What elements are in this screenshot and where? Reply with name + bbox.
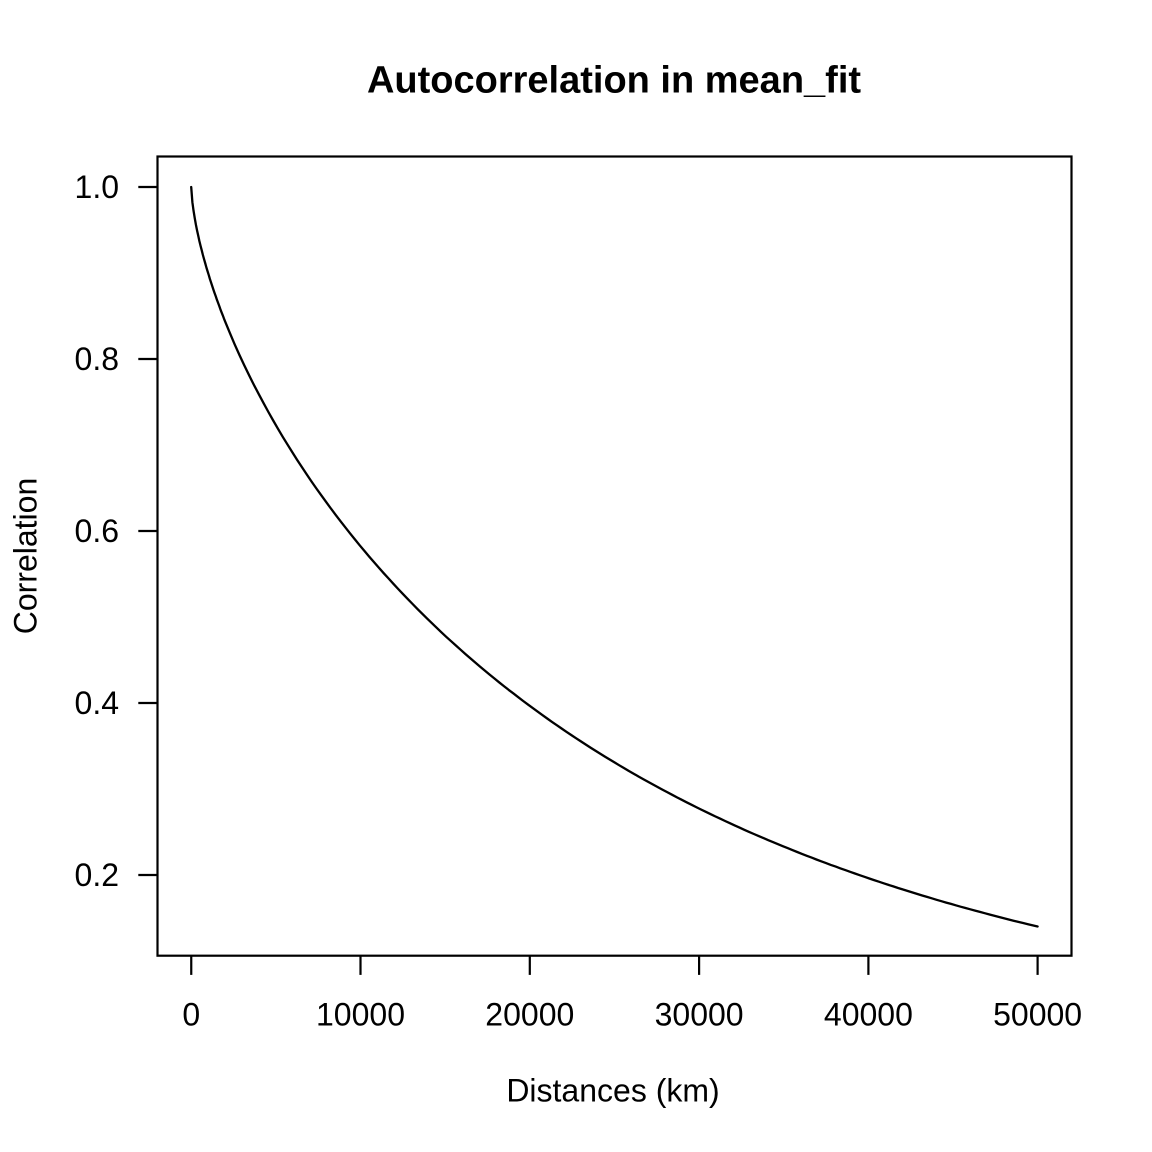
svg-text:0.2: 0.2 bbox=[75, 857, 119, 893]
svg-text:0: 0 bbox=[182, 997, 200, 1033]
svg-text:Distances (km): Distances (km) bbox=[506, 1072, 719, 1108]
svg-text:30000: 30000 bbox=[655, 997, 744, 1033]
svg-text:40000: 40000 bbox=[824, 997, 913, 1033]
svg-text:10000: 10000 bbox=[316, 997, 405, 1033]
svg-text:50000: 50000 bbox=[993, 997, 1082, 1033]
svg-text:1.0: 1.0 bbox=[75, 169, 119, 205]
svg-text:0.8: 0.8 bbox=[75, 341, 119, 377]
svg-text:Autocorrelation in mean_fit: Autocorrelation in mean_fit bbox=[367, 60, 861, 102]
svg-text:20000: 20000 bbox=[485, 997, 574, 1033]
svg-text:0.4: 0.4 bbox=[75, 685, 119, 721]
svg-text:Correlation: Correlation bbox=[8, 478, 44, 635]
svg-text:0.6: 0.6 bbox=[75, 513, 119, 549]
